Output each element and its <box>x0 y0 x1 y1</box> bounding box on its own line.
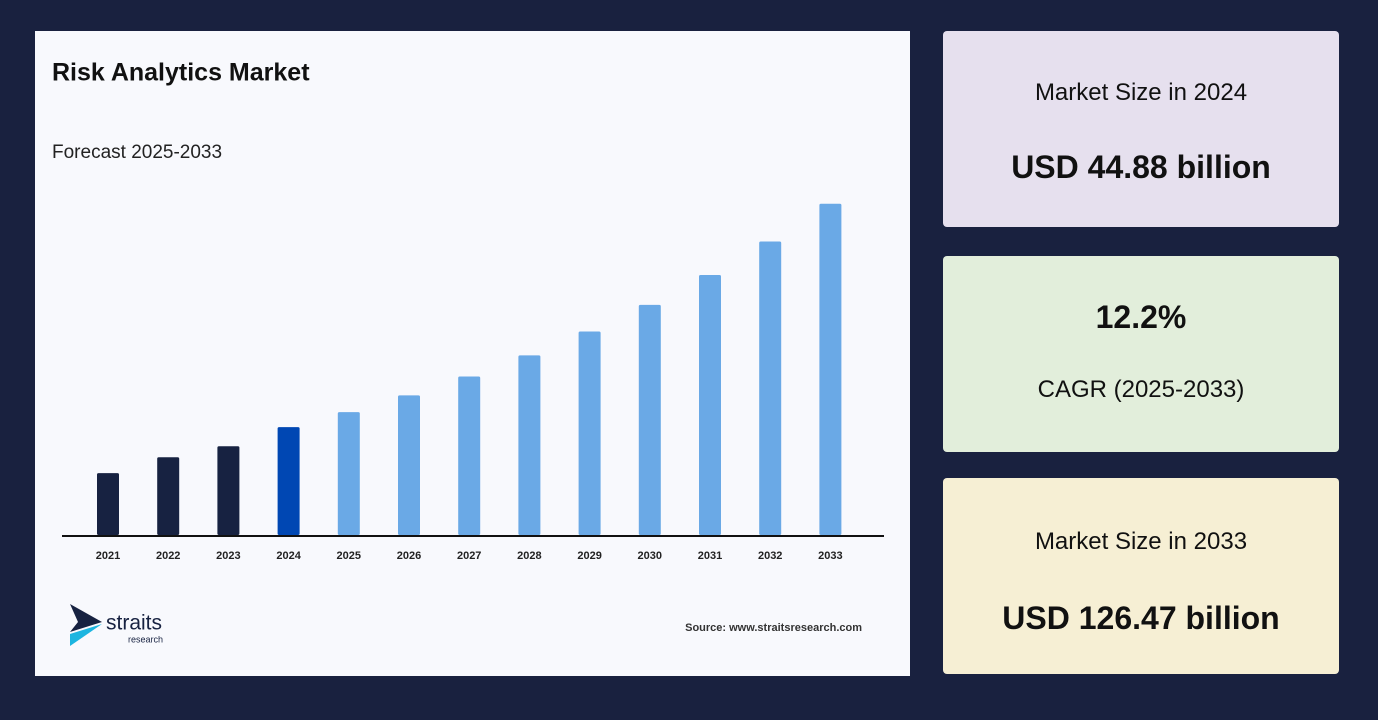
bar <box>638 304 661 535</box>
bar <box>157 457 180 535</box>
x-tick-label: 2030 <box>638 550 662 562</box>
bar <box>578 331 601 535</box>
card-label: CAGR (2025-2033) <box>1037 376 1245 403</box>
bar <box>518 355 541 535</box>
chart-title: Risk Analytics Market <box>52 59 310 87</box>
logo-mark <box>70 604 102 632</box>
card-value: USD 126.47 billion <box>1002 600 1280 636</box>
source: Source: www.straitsresearch.com <box>685 622 862 634</box>
x-tick-label: 2023 <box>216 550 240 562</box>
x-tick-label: 2029 <box>577 550 601 562</box>
bar <box>97 473 119 535</box>
x-tick-label: 2024 <box>276 550 301 562</box>
card-label: Market Size in 2033 <box>1034 528 1248 555</box>
x-tick-label: 2027 <box>457 550 481 562</box>
x-tick-label: 2025 <box>337 550 361 562</box>
bar <box>398 395 420 535</box>
chart: Risk Analytics Market Forecast 2025-2033… <box>52 59 884 646</box>
x-tick-label: 2022 <box>156 550 180 562</box>
x-tick-label: 2028 <box>517 550 541 562</box>
bar <box>699 275 721 535</box>
bar <box>337 412 360 535</box>
card-label: Market Size in 2024 <box>1034 79 1248 106</box>
bar <box>217 446 240 535</box>
bar <box>277 427 300 535</box>
bar <box>819 203 842 535</box>
bar <box>458 376 481 535</box>
bar <box>759 241 782 536</box>
logo-name: straits <box>106 612 162 635</box>
card: Market Size in 2033 USD 126.47 billion <box>943 478 1339 674</box>
chart-subtitle: Forecast 2025-2033 <box>52 142 222 163</box>
logo-mark <box>70 624 102 646</box>
card-value: 12.2% <box>1095 299 1187 335</box>
logo-sub: research <box>128 634 163 644</box>
x-tick-label: 2021 <box>96 550 120 562</box>
card: Market Size in 2024 USD 44.88 billion <box>943 31 1339 227</box>
x-tick-label: 2031 <box>698 550 722 562</box>
card: 12.2% CAGR (2025-2033) <box>943 256 1339 452</box>
card-value: USD 44.88 billion <box>1011 149 1271 185</box>
x-tick-label: 2026 <box>397 550 421 562</box>
x-tick-label: 2033 <box>818 550 842 562</box>
x-tick-label: 2032 <box>758 550 782 562</box>
